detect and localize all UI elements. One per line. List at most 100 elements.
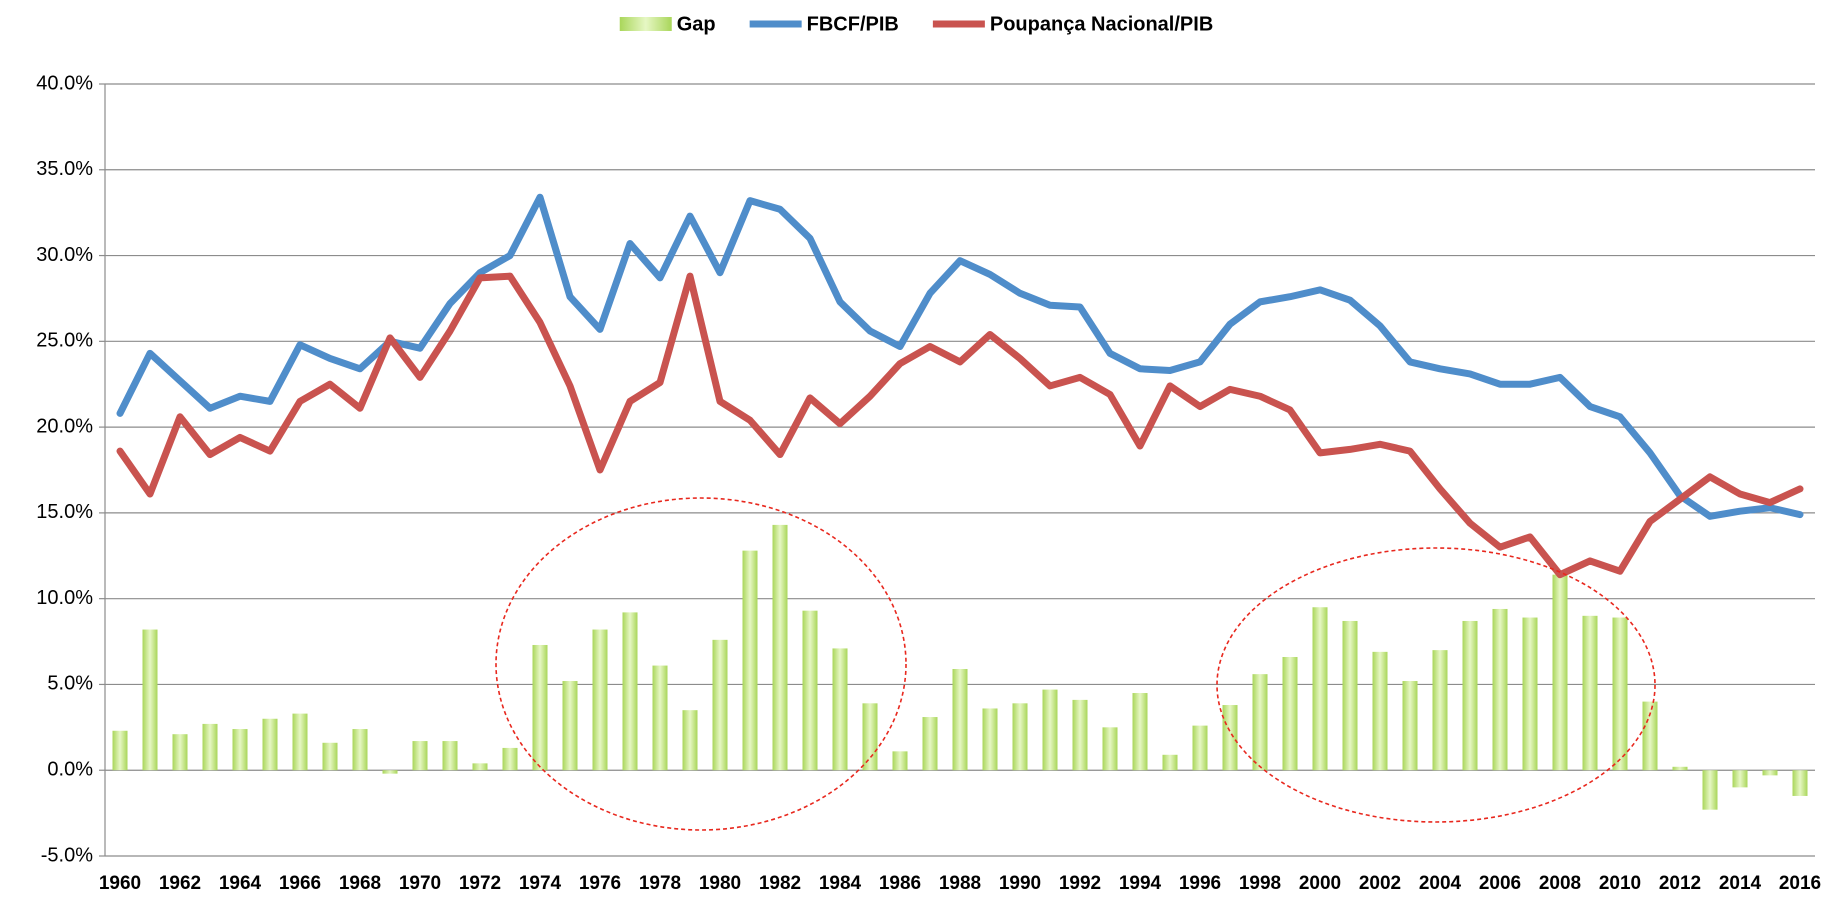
legend-item: Gap — [619, 13, 716, 35]
bar — [952, 669, 968, 771]
bar — [562, 681, 578, 771]
bar — [1462, 620, 1478, 771]
bar — [772, 524, 788, 771]
bar — [502, 747, 518, 771]
legend-swatch — [619, 17, 672, 31]
x-tick-label: 1980 — [699, 873, 741, 894]
x-tick-label: 2004 — [1419, 873, 1462, 894]
bar — [1732, 770, 1748, 788]
x-tick-label: 1970 — [399, 873, 441, 894]
bar — [1432, 650, 1448, 771]
x-tick-label: 2012 — [1659, 873, 1701, 894]
legend-item: FBCF/PIB — [749, 13, 899, 35]
line — [116, 272, 1804, 579]
y-tick-label: 0.0% — [47, 759, 93, 781]
bar — [1552, 574, 1568, 771]
bar — [232, 729, 248, 771]
marks — [112, 193, 1808, 810]
bar — [1222, 705, 1238, 771]
bar — [322, 742, 338, 771]
bar — [622, 612, 638, 771]
y-tick-label: 15.0% — [36, 501, 93, 523]
bar — [1702, 770, 1718, 810]
bar — [892, 751, 908, 771]
bar — [1012, 703, 1028, 771]
y-tick-label: -5.0% — [41, 844, 93, 866]
bar — [382, 770, 398, 774]
x-tick-label: 1996 — [1179, 873, 1221, 894]
x-tick-label: 2006 — [1479, 873, 1521, 894]
bar — [1522, 617, 1538, 771]
x-tick-label: 1992 — [1059, 873, 1101, 894]
bar — [1342, 620, 1358, 771]
x-tick-label: 2002 — [1359, 873, 1401, 894]
bar — [1582, 615, 1598, 771]
line — [116, 193, 1804, 520]
bar — [862, 703, 878, 771]
annotation-ellipse — [1216, 547, 1656, 823]
bar — [1312, 607, 1328, 771]
x-tick-label: 1966 — [279, 873, 321, 894]
legend-label: Gap — [677, 13, 716, 35]
bar — [712, 639, 728, 771]
x-tick-label: 1994 — [1119, 873, 1162, 894]
bar — [1042, 689, 1058, 771]
y-tick-label: 35.0% — [36, 158, 93, 180]
bar — [1492, 608, 1508, 771]
bar — [1282, 656, 1298, 771]
bar — [742, 550, 758, 771]
x-tick-label: 1972 — [459, 873, 501, 894]
bar — [412, 741, 428, 771]
annotation-ellipse — [495, 497, 907, 831]
x-tick-label: 1984 — [819, 873, 862, 894]
bar — [292, 713, 308, 771]
x-tick-label: 1968 — [339, 873, 381, 894]
bar — [1252, 674, 1268, 771]
y-tick-label: 25.0% — [36, 330, 93, 352]
x-tick-label: 1982 — [759, 873, 801, 894]
x-tick-label: 1976 — [579, 873, 621, 894]
bar — [442, 741, 458, 771]
x-tick-label: 1990 — [999, 873, 1041, 894]
x-tick-label: 2016 — [1779, 873, 1821, 894]
bar — [1612, 617, 1628, 771]
bar — [1372, 651, 1388, 771]
bar — [592, 629, 608, 771]
bar — [982, 708, 998, 771]
bar — [352, 729, 368, 771]
x-tick-label: 1964 — [219, 873, 262, 894]
bar — [1762, 770, 1778, 776]
x-tick-label: 1974 — [519, 873, 562, 894]
bar — [1672, 766, 1688, 771]
x-tick-label: 2010 — [1599, 873, 1641, 894]
bar — [112, 730, 128, 771]
legend: Gap FBCF/PIB Poupança Nacional/PIB — [619, 13, 1213, 35]
bar — [682, 710, 698, 771]
bar — [832, 648, 848, 771]
bar — [802, 610, 818, 771]
y-tick-label: 5.0% — [47, 673, 93, 695]
bar — [1642, 701, 1658, 771]
x-tick-label: 1998 — [1239, 873, 1281, 894]
x-tick-label: 2014 — [1719, 873, 1762, 894]
grid: -5.0% 0.0% 5.0% 10.0% 15.0% 20.0% 25.0% 30.0% 35… — [36, 72, 1821, 894]
x-tick-label: 1960 — [99, 873, 141, 894]
x-tick-label: 1988 — [939, 873, 981, 894]
y-tick-label: 20.0% — [36, 415, 93, 437]
x-tick-label: 1986 — [879, 873, 921, 894]
x-tick-label: 1962 — [159, 873, 201, 894]
legend-label: FBCF/PIB — [807, 13, 899, 35]
bar — [1162, 754, 1178, 771]
bar — [142, 629, 158, 771]
y-tick-label: 30.0% — [36, 244, 93, 266]
y-tick-label: 10.0% — [36, 587, 93, 609]
bar — [1102, 727, 1118, 771]
bar — [652, 665, 668, 771]
legend-item: Poupança Nacional/PIB — [932, 13, 1213, 35]
bar — [202, 723, 218, 771]
y-tick-label: 40.0% — [36, 72, 93, 94]
bar — [472, 763, 488, 771]
x-tick-label: 2008 — [1539, 873, 1581, 894]
bar — [1132, 693, 1148, 771]
